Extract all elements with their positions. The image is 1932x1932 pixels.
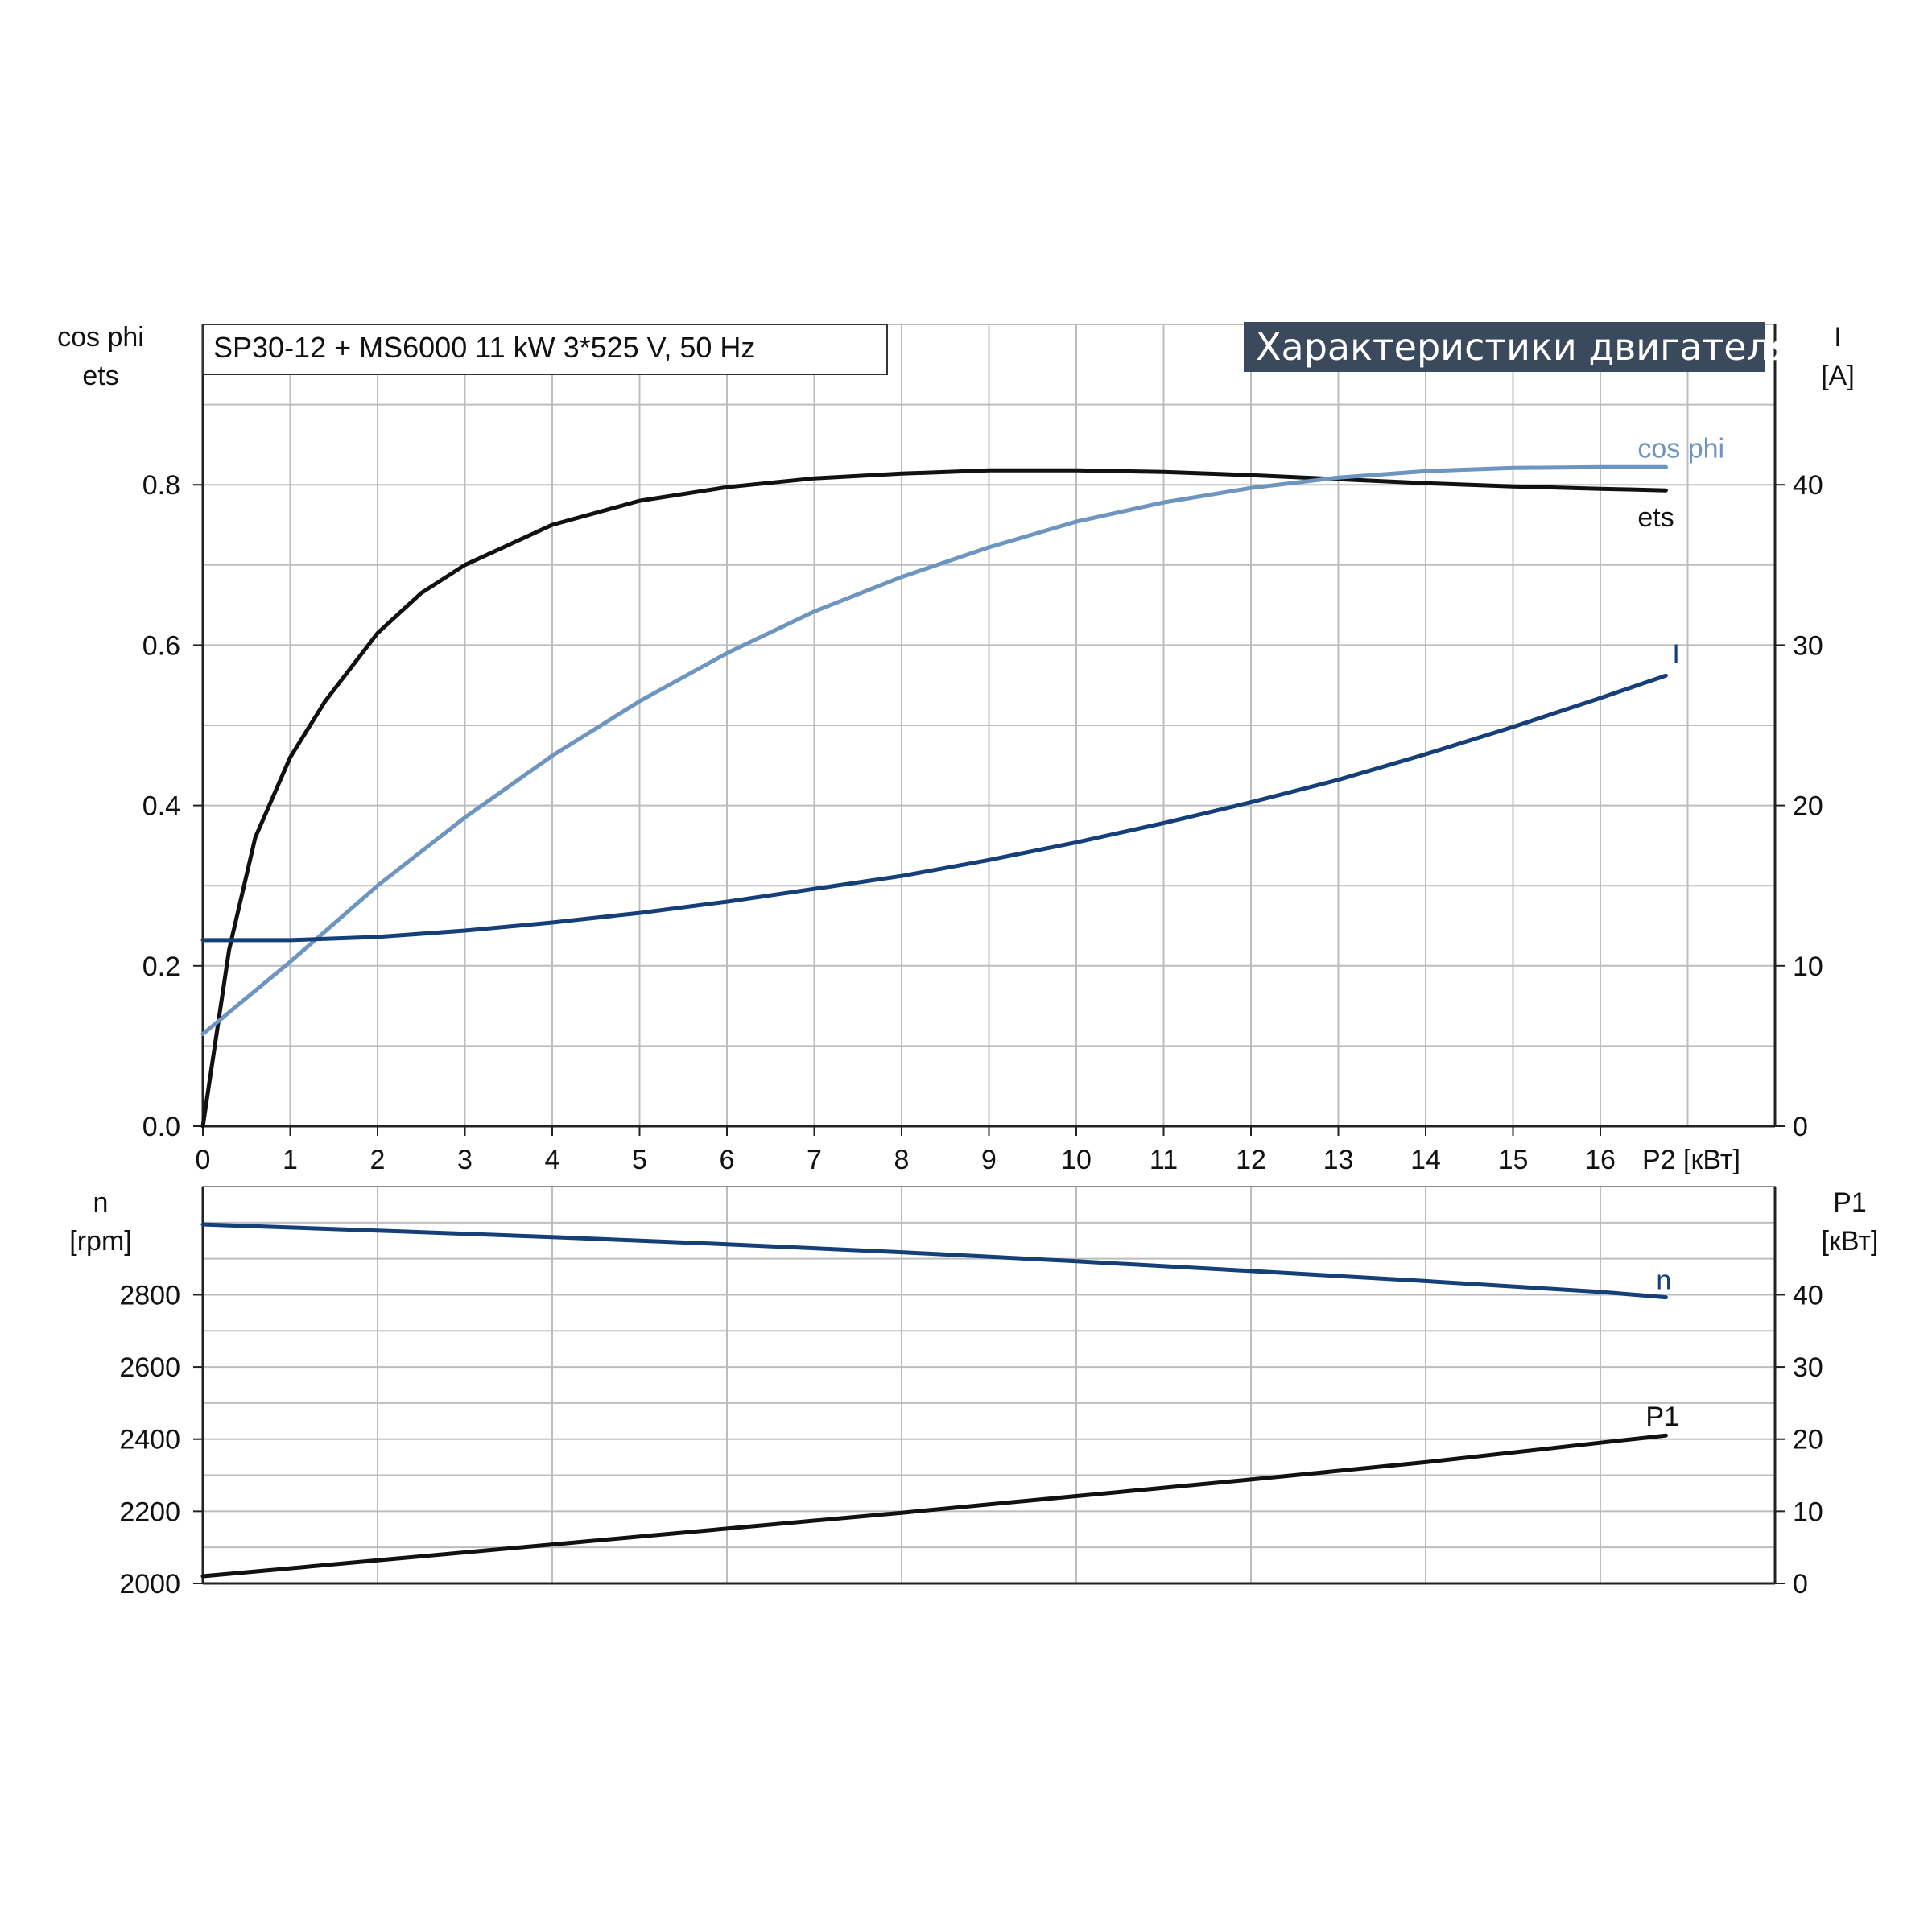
- top-left-axis-label-1: cos phi: [57, 322, 144, 353]
- subtitle-box: [202, 324, 888, 375]
- x-tick-label: 15: [1498, 1145, 1529, 1175]
- x-tick-label: 8: [894, 1145, 910, 1175]
- series-label-p1: P1: [1645, 1402, 1679, 1432]
- x-tick-label: 1: [283, 1145, 298, 1175]
- series-label-ets: ets: [1637, 502, 1674, 533]
- top-right-tick-label: 30: [1793, 630, 1823, 661]
- x-tick-label: 11: [1150, 1145, 1178, 1175]
- series-label-n: n: [1656, 1265, 1671, 1296]
- series-line-i: [200, 673, 1668, 943]
- x-axis-label: P2 [кВт]: [1642, 1145, 1740, 1175]
- x-tick-label: 12: [1236, 1145, 1266, 1175]
- x-tick-label: 6: [720, 1145, 735, 1175]
- bottom-right-tick-label: 0: [1793, 1569, 1808, 1600]
- series-line-cos-phi: [200, 464, 1668, 1036]
- top-left-tick-label: 0.8: [142, 470, 180, 501]
- bottom-left-tick-label: 2200: [119, 1496, 180, 1527]
- bottom-right-axis-label-2: [кВт]: [1822, 1226, 1879, 1257]
- top-left-axis-label-2: ets: [82, 361, 118, 391]
- chart-marks: ets cos phi In P1: [200, 433, 1724, 1579]
- x-tick-label: 14: [1410, 1145, 1441, 1175]
- bottom-left-tick-label: 2800: [119, 1280, 180, 1311]
- x-tick-label: 0: [196, 1145, 211, 1175]
- x-tick-label: 9: [981, 1145, 997, 1175]
- bottom-left-axis-label-1: n: [93, 1187, 109, 1218]
- top-right-tick-label: 0: [1793, 1112, 1808, 1142]
- bottom-left-tick-label: 2000: [119, 1569, 180, 1600]
- bottom-right-tick-label: 40: [1793, 1280, 1823, 1311]
- title-box: [1244, 322, 1765, 372]
- x-tick-label: 13: [1323, 1145, 1354, 1175]
- bottom-left-tick-label: 2400: [119, 1425, 180, 1455]
- top-left-tick-label: 0.0: [142, 1112, 180, 1142]
- x-tick-label: 16: [1585, 1145, 1616, 1175]
- top-left-tick-label: 0.4: [142, 791, 180, 822]
- series-label-cos-phi: cos phi: [1637, 433, 1724, 464]
- bottom-plot-frame: [202, 1186, 1776, 1584]
- top-right-tick-label: 10: [1793, 952, 1823, 982]
- series-line-ets: [200, 468, 1668, 1129]
- bottom-left-axis-label-2: [rpm]: [69, 1226, 131, 1257]
- series-line-p1: [200, 1433, 1668, 1579]
- top-right-tick-label: 40: [1793, 470, 1823, 501]
- x-tick-label: 7: [807, 1145, 822, 1175]
- bottom-chart-grid: 2000 2200 2400 2600 2800 0 10 20 30 40: [119, 1186, 1823, 1600]
- series-label-i: I: [1672, 639, 1679, 670]
- top-left-tick-label: 0.2: [142, 952, 180, 982]
- top-right-axis-label-1: I: [1834, 322, 1841, 353]
- x-tick-label: 2: [370, 1145, 386, 1175]
- bottom-right-tick-label: 20: [1793, 1425, 1823, 1455]
- bottom-right-axis-label-1: P1: [1833, 1187, 1867, 1218]
- x-tick-label: 5: [632, 1145, 647, 1175]
- x-tick-label: 3: [457, 1145, 473, 1175]
- x-tick-label: 10: [1061, 1145, 1092, 1175]
- bottom-right-tick-label: 10: [1793, 1496, 1823, 1527]
- bottom-left-tick-label: 2600: [119, 1352, 180, 1383]
- chart-title: Характеристики двигателя: [1256, 325, 1793, 369]
- bottom-right-tick-label: 30: [1793, 1352, 1823, 1383]
- top-chart-grid: 0 1 2 3 4 5 6 7 8 9 10 11 12 13 14 15 160.00.20.40.60.80…: [142, 324, 1823, 1175]
- chart-subtitle: SP30-12 + MS6000 11 kW 3*525 V, 50 Hz: [213, 331, 755, 364]
- top-right-tick-label: 20: [1793, 791, 1823, 822]
- series-line-n: [200, 1222, 1668, 1300]
- top-right-axis-label-2: [A]: [1821, 361, 1855, 391]
- top-left-tick-label: 0.6: [142, 630, 180, 661]
- x-tick-label: 4: [545, 1145, 560, 1175]
